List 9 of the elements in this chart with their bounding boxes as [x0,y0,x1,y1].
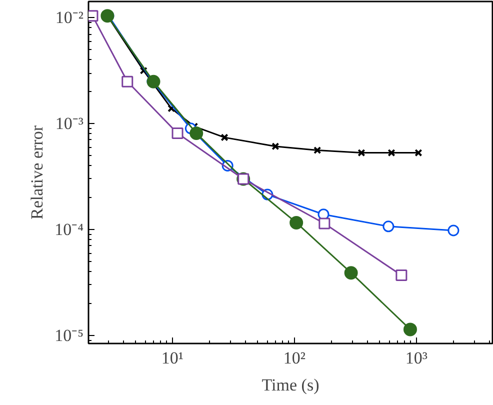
x-tick-label: 10³ [405,348,428,368]
x-tick-label: 10² [283,348,306,368]
x-tick-label: 10¹ [161,348,184,368]
y-tick-label: 10⁻³ [55,114,84,134]
x-axis-title: Time (s) [262,376,320,394]
y-tick-label: 10⁻² [55,8,84,28]
y-axis-title: Relative error [28,125,47,220]
y-tick-label: 10⁻⁵ [54,326,84,345]
y-tick-label: 10⁻⁴ [54,220,84,240]
